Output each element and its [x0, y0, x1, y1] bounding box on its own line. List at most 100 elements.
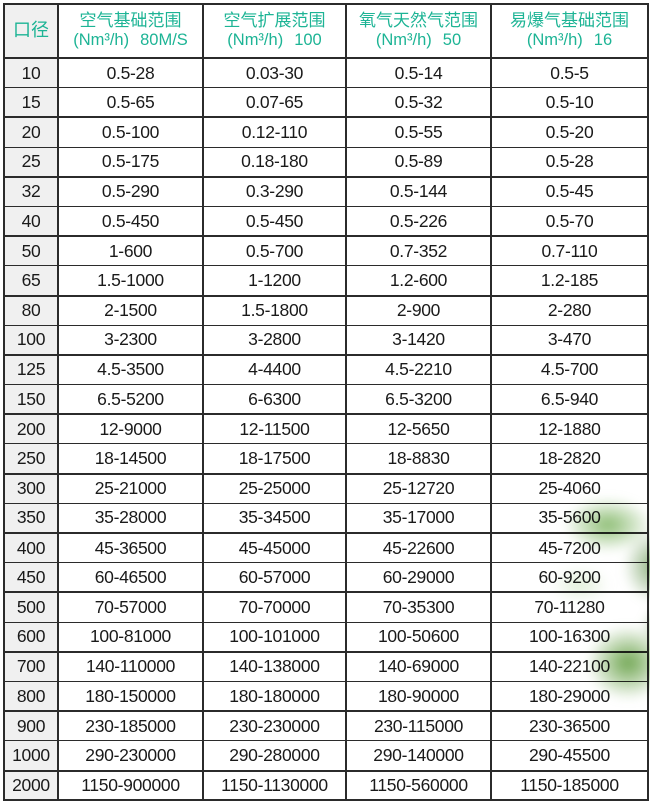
range-cell: 35-34500: [202, 502, 347, 534]
diameter-cell: 32: [3, 176, 59, 207]
range-cell: 0.5-70: [490, 205, 649, 238]
range-cell: 0.5-28: [57, 57, 204, 89]
range-cell: 0.5-65: [57, 87, 204, 119]
range-cell: 0.5-450: [57, 205, 204, 238]
diameter-cell: 250: [3, 443, 59, 475]
diameter-column-header: 口径: [3, 3, 59, 59]
range-cell: 25-4060: [490, 473, 649, 504]
range-cell: 2-280: [490, 295, 649, 326]
range-cell: 6.5-940: [490, 384, 649, 416]
range-cell: 0.03-30: [202, 57, 347, 89]
range-cell: 0.5-450: [202, 205, 347, 238]
table-row: 50 1-600 0.5-700 0.7-352 0.7-110: [3, 235, 649, 267]
diameter-cell: 450: [3, 562, 59, 594]
range-cell: 0.5-144: [345, 176, 492, 207]
diameter-cell: 700: [3, 651, 59, 682]
range-cell: 6.5-5200: [57, 384, 204, 416]
range-cell: 3-2800: [202, 324, 347, 356]
diameter-cell: 15: [3, 87, 59, 119]
range-cell: 0.3-290: [202, 176, 347, 207]
range-cell: 1.2-185: [490, 265, 649, 297]
range-cell: 0.5-100: [57, 116, 204, 148]
column-title: 空气基础范围: [79, 11, 182, 31]
column-title: 易爆气基础范围: [510, 11, 629, 31]
diameter-cell: 350: [3, 502, 59, 534]
range-cell: 1150-1130000: [202, 770, 347, 801]
range-cell: 230-230000: [202, 710, 347, 742]
table-row: 400 45-36500 45-45000 45-22600 45-7200: [3, 532, 649, 564]
range-cell: 1.2-600: [345, 265, 492, 297]
diameter-cell: 200: [3, 413, 59, 445]
range-cell: 0.5-20: [490, 116, 649, 148]
range-cell: 180-150000: [57, 680, 204, 713]
range-cell: 25-21000: [57, 473, 204, 504]
column-title: 氧气天然气范围: [359, 11, 478, 31]
unit-label: (Nm³/h): [227, 31, 284, 50]
range-cell: 140-138000: [202, 651, 347, 682]
range-cell: 12-11500: [202, 413, 347, 445]
range-cell: 60-9200: [490, 562, 649, 594]
column-unit-line: (Nm³/h) 16: [493, 31, 646, 50]
range-cell: 290-45500: [490, 740, 649, 772]
diameter-cell: 80: [3, 295, 59, 326]
range-cell: 0.5-28: [490, 146, 649, 178]
table-row: 15 0.5-65 0.07-65 0.5-32 0.5-10: [3, 87, 649, 119]
range-cell: 1-1200: [202, 265, 347, 297]
diameter-cell: 100: [3, 324, 59, 356]
table-row: 125 4.5-3500 4-4400 4.5-2210 4.5-700: [3, 354, 649, 386]
range-cell: 45-36500: [57, 532, 204, 564]
range-cell: 6-6300: [202, 384, 347, 416]
range-cell: 60-46500: [57, 562, 204, 594]
diameter-cell: 10: [3, 57, 59, 89]
diameter-cell: 500: [3, 591, 59, 623]
range-cell: 140-69000: [345, 651, 492, 682]
range-cell: 1150-185000: [490, 770, 649, 801]
range-cell: 18-17500: [202, 443, 347, 475]
flow-range-table: 口径 空气基础范围 (Nm³/h) 80M/S 空气扩展范围 (Nm³/h) 100…: [3, 3, 649, 802]
column-unit-line: (Nm³/h) 100: [205, 31, 344, 50]
range-cell: 140-110000: [57, 651, 204, 682]
range-cell: 180-180000: [202, 680, 347, 713]
range-cell: 2-900: [345, 295, 492, 326]
table-row: 80 2-1500 1.5-1800 2-900 2-280: [3, 295, 649, 326]
range-cell: 180-90000: [345, 680, 492, 713]
range-cell: 0.12-110: [202, 116, 347, 148]
range-cell: 4.5-3500: [57, 354, 204, 386]
range-cell: 230-36500: [490, 710, 649, 742]
range-cell: 0.18-180: [202, 146, 347, 178]
range-cell: 1.5-1800: [202, 295, 347, 326]
range-cell: 18-2820: [490, 443, 649, 475]
diameter-cell: 300: [3, 473, 59, 504]
diameter-cell: 150: [3, 384, 59, 416]
range-cell: 0.5-175: [57, 146, 204, 178]
table-row: 900 230-185000 230-230000 230-115000 230-365…: [3, 710, 649, 742]
unit-label: (Nm³/h): [375, 31, 432, 50]
range-cell: 45-7200: [490, 532, 649, 564]
range-cell: 3-1420: [345, 324, 492, 356]
range-cell: 1.5-1000: [57, 265, 204, 297]
range-cell: 60-29000: [345, 562, 492, 594]
range-cell: 4.5-700: [490, 354, 649, 386]
diameter-cell: 40: [3, 205, 59, 238]
range-cell: 1150-560000: [345, 770, 492, 801]
range-cell: 290-280000: [202, 740, 347, 772]
unit-value: 50: [442, 31, 462, 50]
table-row: 100 3-2300 3-2800 3-1420 3-470: [3, 324, 649, 356]
range-cell: 70-35300: [345, 591, 492, 623]
column-unit-line: (Nm³/h) 80M/S: [60, 31, 201, 50]
range-cell: 18-8830: [345, 443, 492, 475]
diameter-cell: 800: [3, 680, 59, 713]
diameter-cell: 1000: [3, 740, 59, 772]
range-cell: 35-5600: [490, 502, 649, 534]
range-cell: 100-50600: [345, 621, 492, 653]
range-cell: 0.7-110: [490, 235, 649, 267]
range-cell: 0.5-14: [345, 57, 492, 89]
range-cell: 3-2300: [57, 324, 204, 356]
diameter-cell: 25: [3, 146, 59, 178]
range-cell: 0.5-10: [490, 87, 649, 119]
range-cell: 0.5-226: [345, 205, 492, 238]
column-header-air-basic-range: 空气基础范围 (Nm³/h) 80M/S: [57, 3, 204, 59]
range-cell: 1-600: [57, 235, 204, 267]
range-cell: 12-9000: [57, 413, 204, 445]
